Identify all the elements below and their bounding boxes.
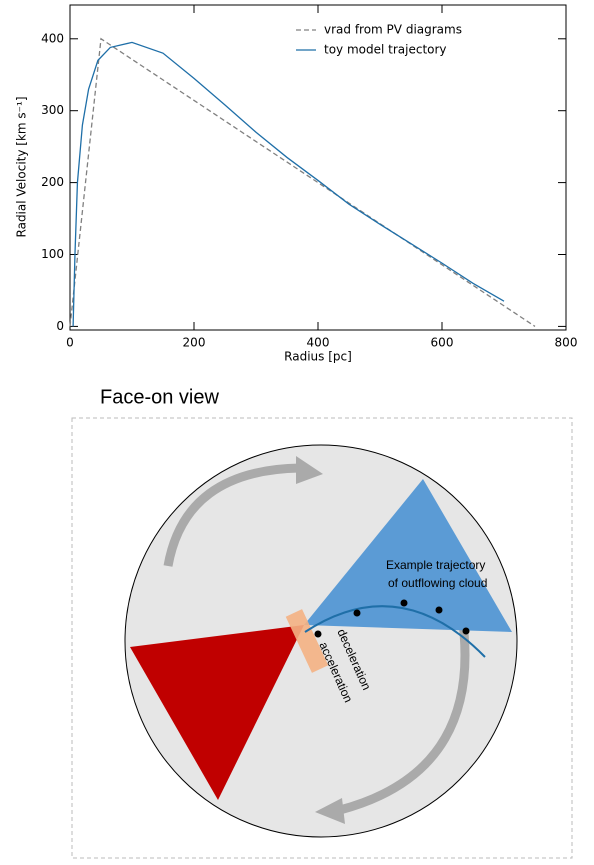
diagram-title: Face-on view <box>100 386 219 408</box>
arrow-head <box>315 798 345 824</box>
cloud <box>353 609 361 617</box>
trajectory <box>304 605 486 658</box>
cloud-positions <box>314 599 470 638</box>
y-tick-label: 0 <box>56 319 64 333</box>
trajectory-label: of outflowing cloud <box>388 576 487 590</box>
y-tick-label: 200 <box>41 175 64 189</box>
x-tick-label: 0 <box>66 336 74 350</box>
y-tick-label: 300 <box>41 103 64 117</box>
cloud <box>314 630 322 638</box>
x-tick-label: 400 <box>307 336 330 350</box>
acceleration-zone <box>285 609 329 673</box>
rotation-arrow <box>338 602 470 815</box>
trajectory-label: Example trajectory <box>386 558 485 572</box>
x-axis-label: Radius [pc] <box>284 350 352 364</box>
series-line <box>72 41 505 327</box>
red-cone <box>130 625 304 800</box>
series-line <box>69 37 536 327</box>
cloud <box>400 599 408 607</box>
blue-cone <box>304 479 512 632</box>
rotation-arrow <box>163 463 301 567</box>
arrow-head <box>296 456 323 484</box>
plot-frame <box>69 4 567 331</box>
y-axis-label: Radial Velocity [km s⁻¹] <box>15 97 29 238</box>
y-tick-label: 100 <box>41 247 64 261</box>
cloud <box>435 606 443 614</box>
x-tick-label: 200 <box>183 336 206 350</box>
legend-label: vrad from PV diagrams <box>324 23 462 37</box>
y-tick-label: 400 <box>41 31 64 45</box>
legend-label: toy model trajectory <box>324 43 447 57</box>
diagram-frame <box>71 417 573 859</box>
cloud <box>462 627 470 635</box>
x-tick-label: 800 <box>555 336 578 350</box>
x-tick-label: 600 <box>431 336 454 350</box>
